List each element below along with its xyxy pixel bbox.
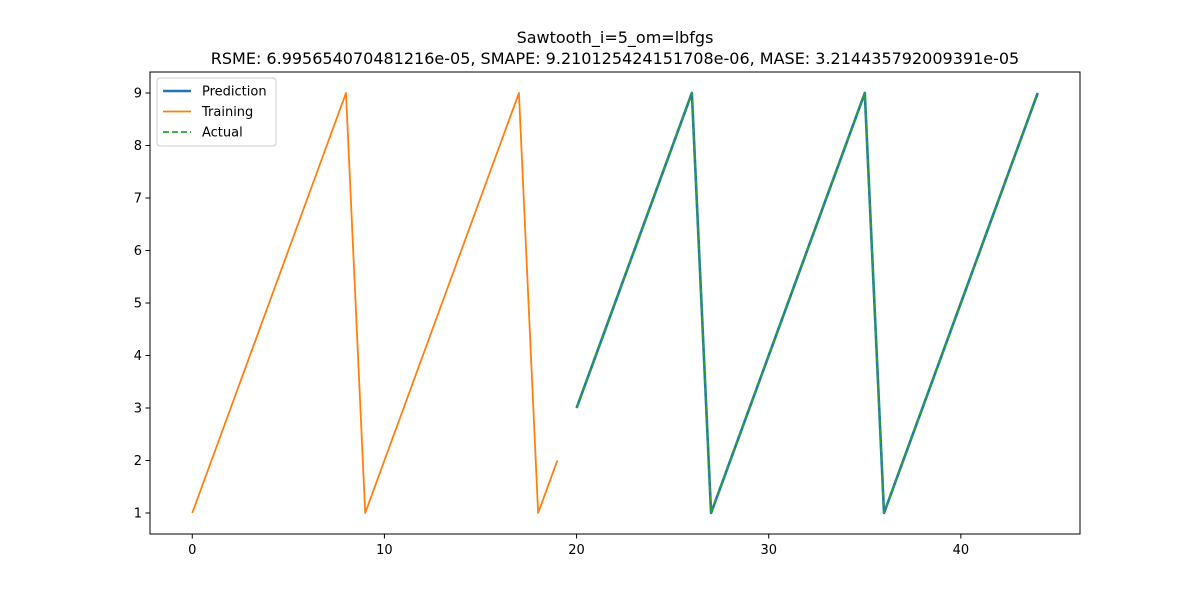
x-tick-label: 40 bbox=[953, 543, 970, 558]
y-tick-label: 8 bbox=[134, 139, 142, 154]
y-tick-label: 1 bbox=[134, 507, 142, 522]
y-tick-label: 5 bbox=[134, 297, 142, 312]
legend-box bbox=[156, 77, 277, 147]
x-axis: 0 10 20 30 40 bbox=[188, 534, 969, 558]
x-tick-label: 20 bbox=[568, 543, 585, 558]
y-tick-label: 6 bbox=[134, 244, 142, 259]
series-line-actual bbox=[575, 92, 1039, 514]
series-line-training bbox=[191, 92, 559, 514]
y-tick-label: 7 bbox=[134, 192, 142, 207]
y-tick-label: 4 bbox=[134, 349, 142, 364]
x-tick-label: 10 bbox=[376, 543, 393, 558]
x-tick-label: 0 bbox=[188, 543, 196, 558]
legend-label-training: Training bbox=[201, 105, 253, 120]
y-axis: 1 2 3 4 5 6 7 8 9 bbox=[134, 87, 150, 522]
y-tick-label: 9 bbox=[134, 87, 142, 102]
chart-subtitle: RSME: 6.995654070481216e-05, SMAPE: 9.21… bbox=[211, 49, 1019, 68]
legend-label-prediction: Prediction bbox=[202, 85, 267, 100]
legend-label-actual: Actual bbox=[202, 126, 243, 141]
series-layer bbox=[191, 91, 1039, 515]
y-tick-label: 2 bbox=[134, 454, 142, 469]
y-tick-label: 3 bbox=[134, 402, 142, 417]
x-tick-label: 30 bbox=[760, 543, 777, 558]
legend: Prediction Training Actual bbox=[156, 77, 277, 147]
chart-title: Sawtooth_i=5_om=lbfgs bbox=[517, 28, 714, 48]
